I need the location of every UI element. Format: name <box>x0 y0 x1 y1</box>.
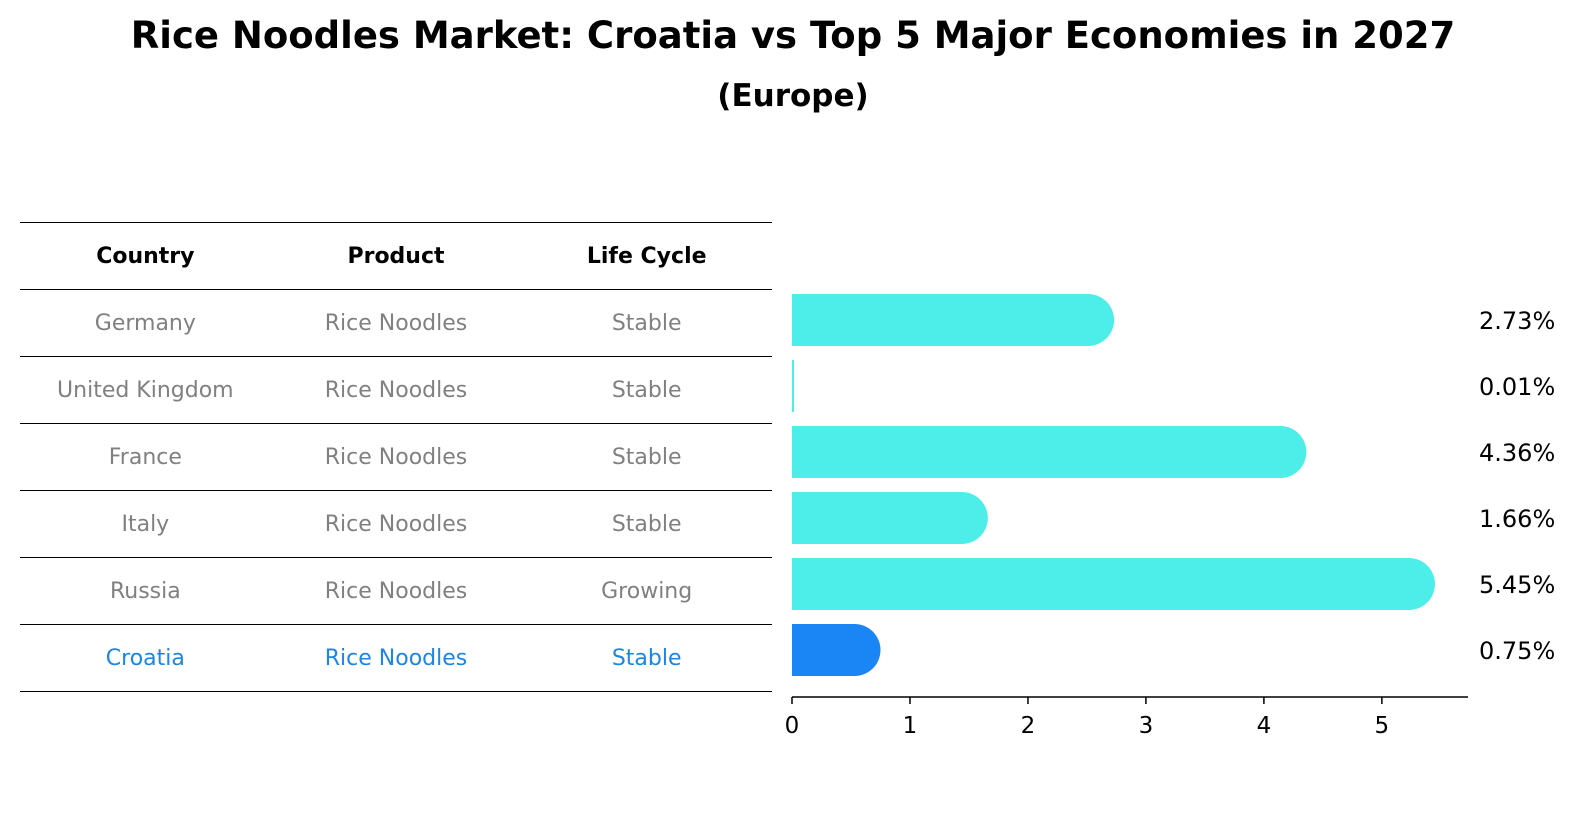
x-tick-label: 2 <box>1021 713 1036 739</box>
cell-life-cycle: Stable <box>611 444 682 470</box>
value-label: 2.73% <box>1479 307 1555 335</box>
cell-product: Rice Noodles <box>324 578 468 604</box>
country-table: Country Product Life Cycle Germany Rice … <box>20 222 772 692</box>
x-tick-label: 1 <box>903 713 918 739</box>
chart-title: Rice Noodles Market: Croatia vs Top 5 Ma… <box>130 14 1456 57</box>
cell-life-cycle: Growing <box>601 578 693 604</box>
cell-country: France <box>108 444 182 470</box>
table-row-highlight: Croatia Rice Noodles Stable <box>20 624 772 692</box>
header-country: Country <box>96 243 195 269</box>
bar-germany <box>792 294 1115 346</box>
value-label: 0.75% <box>1479 637 1555 665</box>
cell-life-cycle: Stable <box>611 377 682 403</box>
cell-life-cycle: Stable <box>611 511 682 537</box>
cell-country: United Kingdom <box>57 377 234 403</box>
value-label: 1.66% <box>1479 505 1555 533</box>
cell-product: Rice Noodles <box>324 645 468 671</box>
chart-subtitle: (Europe) <box>717 78 869 114</box>
cell-product: Rice Noodles <box>324 377 468 403</box>
table-row: Italy Rice Noodles Stable <box>20 490 772 557</box>
bar-russia <box>792 558 1435 610</box>
bar-italy <box>792 492 988 544</box>
cell-country: Croatia <box>105 645 185 671</box>
bar-france <box>792 426 1307 478</box>
cell-product: Rice Noodles <box>324 444 468 470</box>
cell-country: Italy <box>121 511 170 537</box>
bar-croatia <box>792 624 881 676</box>
header-life-cycle: Life Cycle <box>586 243 707 269</box>
header-product: Product <box>347 243 445 269</box>
table-header-row: Country Product Life Cycle <box>20 222 772 289</box>
value-label: 5.45% <box>1479 571 1555 599</box>
table-row: Russia Rice Noodles Growing <box>20 557 772 624</box>
value-label: 0.01% <box>1479 373 1555 401</box>
cell-life-cycle: Stable <box>611 310 682 336</box>
x-tick-label: 5 <box>1375 713 1390 739</box>
value-label: 4.36% <box>1479 439 1555 467</box>
x-tick-label: 4 <box>1257 713 1272 739</box>
cell-country: Russia <box>109 578 181 604</box>
table-row: United Kingdom Rice Noodles Stable <box>20 356 772 423</box>
bar-united-kingdom <box>792 360 794 412</box>
cell-country: Germany <box>94 310 196 336</box>
x-tick-label: 3 <box>1139 713 1154 739</box>
table-row: Germany Rice Noodles Stable <box>20 289 772 356</box>
cell-product: Rice Noodles <box>324 310 468 336</box>
cell-life-cycle: Stable <box>611 645 682 671</box>
x-tick-label: 0 <box>785 713 800 739</box>
table-row: France Rice Noodles Stable <box>20 423 772 490</box>
cell-product: Rice Noodles <box>324 511 468 537</box>
